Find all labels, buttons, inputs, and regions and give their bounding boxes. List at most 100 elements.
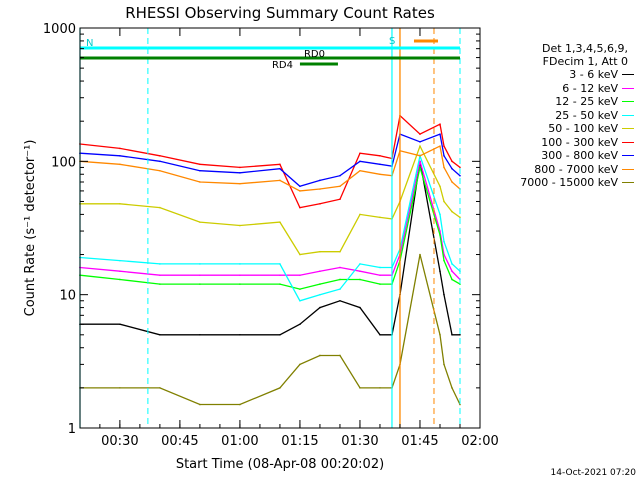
data-point-50-100-kev [119,203,121,205]
legend-label: 800 - 7000 keV [534,162,618,176]
data-point-7000-15000-kev [359,387,361,389]
legend-label: 6 - 12 keV [562,81,618,95]
data-point-25-50-kev [443,240,445,243]
data-point-3-6-kev [359,306,361,309]
data-point-300-800-kev [419,141,421,143]
legend-item: 300 - 800 keV [541,149,634,162]
data-point-12-25-kev [159,283,161,285]
data-point-12-25-kev [359,278,361,281]
x-axis: 00:30 00:45 01:00 01:15 01:30 01:45 02:00 [99,28,499,449]
data-point-6-12-kev [199,274,201,276]
data-point-7000-15000-kev [239,403,241,406]
legend-item: 3 - 6 keV [569,68,634,81]
data-point-3-6-kev [379,334,381,336]
legend-label: 25 - 50 keV [555,108,618,122]
data-point-800-7000-kev [299,190,301,192]
data-point-12-25-kev [239,283,241,285]
data-point-12-25-kev [451,278,453,281]
data-point-7000-15000-kev [199,403,201,406]
data-point-50-100-kev [451,210,453,213]
series-line-25-50-kev [79,153,461,302]
legend-swatch [622,101,634,102]
data-point-3-6-kev [199,334,201,336]
data-point-300-800-kev [279,167,281,170]
data-point-50-100-kev [339,250,341,253]
data-point-3-6-kev [339,299,341,302]
data-point-50-100-kev [459,216,461,219]
y-tick-label: 1000 [43,22,76,37]
data-point-12-25-kev [439,234,441,236]
data-point-6-12-kev [359,270,361,272]
data-point-6-12-kev [339,266,341,269]
data-point-300-800-kev [319,179,321,182]
data-point-3-6-kev [451,334,453,336]
chart-title: RHESSI Observing Summary Count Rates [125,4,435,22]
data-point-100-300-kev [359,152,361,155]
data-point-7000-15000-kev [379,387,381,389]
data-point-25-50-kev [199,263,201,265]
legend-item: 7000 - 15000 keV [520,176,634,189]
data-point-3-6-kev [443,293,445,296]
data-point-6-12-kev [419,160,421,163]
data-point-800-7000-kev [239,182,241,185]
legend-label: 300 - 800 keV [541,149,618,162]
data-point-800-7000-kev [199,181,201,183]
legend-label: 100 - 300 keV [541,135,618,149]
data-point-7000-15000-kev [279,387,281,389]
data-point-7000-15000-kev [339,354,341,357]
x-tick-label: 00:45 [161,434,198,449]
series-line-300-800-kev [79,133,461,188]
data-point-800-7000-kev [119,163,121,166]
data-point-3-6-kev [299,323,301,326]
series-line-3-6-kev [79,161,460,336]
data-point-25-50-kev [119,259,121,262]
y-axis: 1 10 100 1000 [43,22,480,437]
data-point-7000-15000-kev [459,403,461,406]
data-point-12-25-kev [279,283,281,285]
data-point-6-12-kev [319,270,321,272]
data-point-7000-15000-kev [119,387,121,389]
data-point-100-300-kev [199,163,201,166]
series-line-100-300-kev [79,114,461,209]
legend-item: 12 - 25 keV [555,95,634,108]
x-tick-label: 01:30 [341,434,378,449]
data-point-800-7000-kev [319,188,321,190]
data-point-25-50-kev [339,288,341,290]
data-point-50-100-kev [199,221,201,223]
data-point-100-300-kev [119,147,121,150]
legend-swatch [622,168,634,170]
x-tick-label: 01:45 [401,434,438,449]
data-point-800-7000-kev [339,185,341,188]
data-point-100-300-kev [419,133,421,135]
data-point-300-800-kev [239,172,241,174]
data-point-300-800-kev [443,155,445,157]
data-point-12-25-kev [199,283,201,285]
flag-label-rd0: RD0 [304,49,325,60]
data-point-7000-15000-kev [159,387,161,389]
legend-label: 3 - 6 keV [569,68,618,81]
y-tick-label: 10 [59,289,76,304]
series-layer [79,114,461,406]
data-point-6-12-kev [379,274,381,276]
data-point-25-50-kev [279,263,281,265]
data-point-7000-15000-kev [299,363,301,366]
data-point-12-25-kev [299,288,301,290]
data-point-25-50-kev [299,299,301,302]
legend-item: 25 - 50 keV [555,109,634,122]
data-point-300-800-kev [359,160,361,163]
y-axis-label: Count Rate (s⁻¹ detector⁻¹) [23,140,38,317]
data-point-300-800-kev [439,133,441,135]
data-point-300-800-kev [379,163,381,166]
series-line-12-25-kev [79,167,461,290]
data-point-100-300-kev [319,203,321,205]
x-tick-label: 01:15 [281,434,318,449]
data-point-100-300-kev [299,206,301,209]
flag-label-rd4: RD4 [272,60,293,71]
x-axis-label: Start Time (08-Apr-08 00:20:02) [176,457,384,472]
series-line-800-7000-kev [79,145,461,192]
data-point-7000-15000-kev [439,334,441,336]
data-point-50-100-kev [279,221,281,223]
annotation-layer: N S RD0 RD4 [79,28,461,428]
flag-label-n: N [86,38,93,49]
